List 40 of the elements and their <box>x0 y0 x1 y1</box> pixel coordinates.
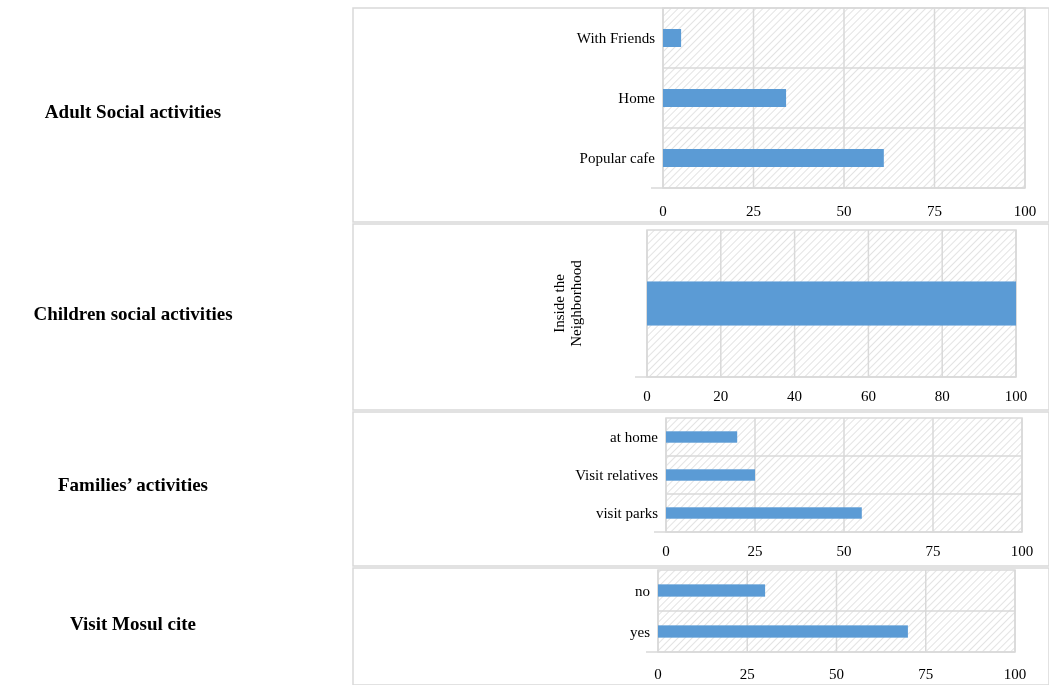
y-tick-label: Home <box>618 90 656 106</box>
y-tick-label: Inside the Neighborhood <box>550 259 584 347</box>
x-tick-label: 40 <box>787 388 803 404</box>
y-tick-label: With Friends <box>576 30 656 46</box>
x-tick-label: 100 <box>1010 543 1034 559</box>
y-tick-label: yes <box>630 623 651 640</box>
bar <box>663 89 787 107</box>
bar <box>663 29 682 47</box>
x-tick-label: 25 <box>746 203 761 219</box>
x-tick-label: 75 <box>927 203 942 219</box>
y-axis-title: Visit Mosul cite <box>70 613 196 634</box>
x-tick-label: 0 <box>643 388 651 404</box>
x-tick-label: 100 <box>1004 388 1028 404</box>
y-tick-label: Popular cafe <box>579 150 656 166</box>
x-tick-label: 50 <box>836 203 852 219</box>
x-tick-label: 20 <box>713 388 729 404</box>
x-tick-label: 25 <box>739 666 755 682</box>
y-axis-title: Families’ activities <box>57 474 209 495</box>
x-tick-label: 0 <box>654 666 662 682</box>
bar <box>666 507 862 519</box>
x-tick-label: 60 <box>860 388 876 404</box>
x-tick-label: 75 <box>925 543 941 559</box>
y-tick-label: no <box>635 582 650 599</box>
x-tick-label: 0 <box>659 203 667 219</box>
x-tick-label: 100 <box>1013 203 1037 219</box>
x-tick-label: 50 <box>836 543 852 559</box>
y-axis-title: Adult Social activities <box>44 101 222 122</box>
bar <box>666 469 755 481</box>
y-tick-label: Visit relatives <box>575 467 659 483</box>
bar <box>663 149 884 167</box>
x-tick-label: 100 <box>1003 666 1027 682</box>
y-tick-label: at home <box>610 429 659 445</box>
x-tick-label: 50 <box>829 666 844 682</box>
y-tick-label: visit parks <box>595 505 659 521</box>
y-axis-title: Children social activities <box>33 303 233 324</box>
x-tick-label: 0 <box>662 543 670 559</box>
x-tick-label: 25 <box>747 543 763 559</box>
x-tick-label: 75 <box>918 666 934 682</box>
x-tick-label: 80 <box>934 388 950 404</box>
bar <box>666 431 738 443</box>
